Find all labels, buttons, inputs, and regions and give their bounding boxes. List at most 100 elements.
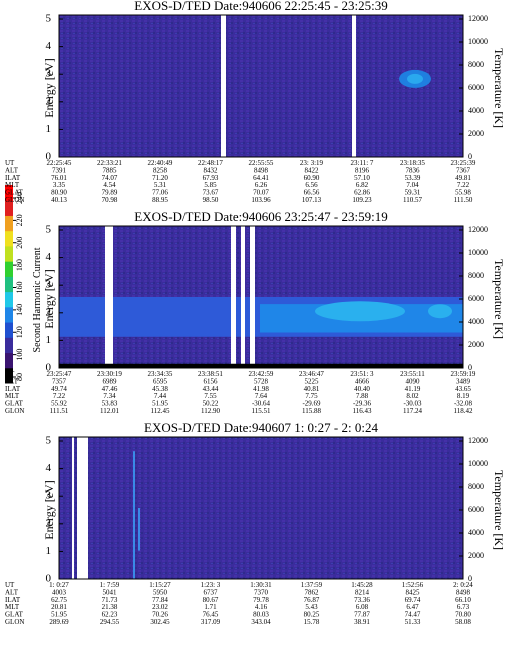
orbit-value: 53.39 [405,174,421,182]
spectrogram-feature [241,226,245,368]
orbit-row-label: ALT [5,377,19,385]
y2-axis-label: Temperature [K] [492,48,505,128]
colorbar-tick-label: 80 [15,373,24,381]
orbit-value: 8425 [406,588,421,596]
orbit-row-label: ILAT [5,174,21,182]
y-tick-label: 0 [46,151,52,163]
orbit-value: 74.07 [102,174,118,182]
spectrogram-feature [428,304,452,319]
orbit-value: 6.26 [255,181,268,189]
orbit-value: 59.31 [405,189,421,197]
orbit-value: 112.01 [100,407,119,415]
orbit-value: 8214 [355,588,370,596]
orbit-value: 79.89 [102,189,118,197]
orbit-value: 23:46:47 [299,370,324,378]
orbit-value: 1:15:27 [149,581,171,589]
y2-tick-label: 8000 [468,271,484,280]
orbit-value: 23: 3:19 [300,159,324,167]
orbit-value: 80.25 [304,611,320,619]
spectrogram-feature [231,226,236,368]
colorbar-segment [5,306,13,323]
orbit-value: 107.13 [302,196,322,204]
colorbar-segment [5,352,13,369]
y2-tick-label: 0 [468,363,472,372]
orbit-value: 41.98 [253,385,269,393]
orbit-value: 1:45:28 [351,581,373,589]
orbit-value: 5950 [153,588,168,596]
orbit-value: 41.19 [405,385,421,393]
orbit-value: 115.51 [252,407,271,415]
orbit-value: 50.22 [203,400,219,408]
orbit-value: 77.84 [152,596,168,604]
orbit-value: 302.45 [150,618,170,626]
orbit-value: 23:30:19 [97,370,122,378]
colorbar-tick-label: 120 [15,326,24,338]
orbit-value: 79.78 [253,596,269,604]
orbit-value: 57.10 [354,174,370,182]
orbit-row-label: GLAT [5,189,24,197]
orbit-row-label: ILAT [5,596,21,604]
orbit-value: 70.98 [102,196,118,204]
orbit-value: 1.71 [204,603,217,611]
orbit-value: 74.47 [405,611,421,619]
orbit-value: 7370 [254,588,269,596]
plot-frame [58,225,464,369]
y2-tick-label: 2000 [468,551,484,560]
orbit-value: 67.93 [203,174,219,182]
orbit-value: 289.69 [49,618,69,626]
y2-tick-label: 8000 [468,60,484,69]
orbit-value: 4003 [52,588,67,596]
colorbar-segment [5,185,13,201]
orbit-value: 58.08 [455,618,471,626]
orbit-value: 38.91 [354,618,370,626]
orbit-value: 294.55 [100,618,120,626]
orbit-value: 22:55:55 [249,159,274,167]
plot-area [59,437,463,579]
orbit-value: 22:25:45 [47,159,72,167]
orbit-value: 7.55 [204,392,217,400]
orbit-value: 60.90 [304,174,320,182]
orbit-value: 40.40 [354,385,370,393]
y-tick-label: 0 [46,573,52,585]
orbit-value: 7.22 [53,392,66,400]
orbit-value: 23.02 [152,603,168,611]
colorbar-tick-label: 180 [15,259,24,271]
orbit-value: 73.36 [354,596,370,604]
orbit-value: 70.80 [455,611,471,619]
y2-tick-label: 4000 [468,317,484,326]
colorbar-segment [5,322,13,338]
y-tick-label: 4 [46,251,52,263]
orbit-value: -29.36 [353,400,372,408]
orbit-value: 7357 [52,377,67,385]
panel-title: EXOS-D/TED Date:940606 23:25:47 - 23:59:… [134,209,387,224]
orbit-value: 40.81 [304,385,320,393]
orbit-value: 6.56 [305,181,318,189]
orbit-value: 53.83 [102,400,118,408]
orbit-value: 8498 [254,166,269,174]
orbit-value: 8.19 [457,392,470,400]
y2-tick-label: 6000 [468,294,484,303]
orbit-value: 3489 [456,377,471,385]
spectrogram-feature [315,301,405,322]
orbit-value: 66.10 [455,596,471,604]
orbit-row-label: ALT [5,166,19,174]
orbit-value: -32.08 [454,400,473,408]
orbit-value: 118.42 [454,407,473,415]
orbit-value: 6989 [103,377,118,385]
orbit-value: 51.95 [152,400,168,408]
y2-axis-label: Temperature [K] [492,259,505,339]
y2-tick-label: 2000 [468,340,484,349]
orbit-value: 23:18:35 [400,159,425,167]
y2-tick-label: 2000 [468,129,484,138]
orbit-value: 116.43 [353,407,372,415]
y-tick-label: 2 [46,306,52,318]
orbit-value: -29.69 [302,400,321,408]
y2-tick-label: 6000 [468,83,484,92]
orbit-value: 62.75 [51,596,67,604]
spectrogram-feature [407,73,423,84]
orbit-value: 23:25:47 [47,370,72,378]
orbit-value: 7.44 [154,392,167,400]
orbit-value: 23:11: 7 [351,159,374,167]
orbit-row-label: ALT [5,588,19,596]
orbit-value: 6737 [204,588,219,596]
